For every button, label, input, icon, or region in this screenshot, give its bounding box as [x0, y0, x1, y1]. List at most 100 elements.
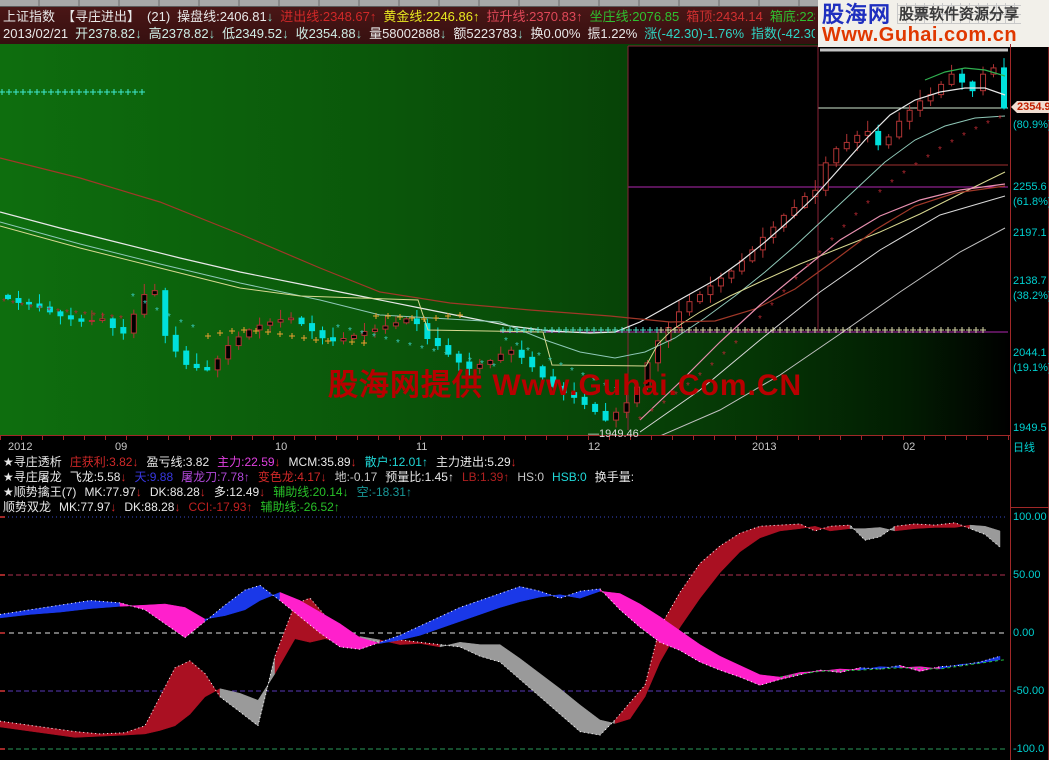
main-price-chart[interactable]: * * * * * * * * * * * * * * * * * * * * * * * * * * * * * * * * * * * * * * * *…	[0, 44, 1010, 435]
plus-marker	[69, 89, 75, 95]
star-marker: *	[559, 361, 563, 372]
plus-marker	[385, 313, 391, 319]
indicator-field: ★寻庄屠龙	[3, 470, 62, 484]
plus-marker	[125, 89, 131, 95]
candle-body	[256, 324, 263, 331]
plus-marker	[938, 327, 944, 333]
star-marker: *	[902, 169, 906, 180]
price-scale-label: 2044.1	[1013, 347, 1047, 359]
star-marker: *	[468, 356, 472, 367]
star-marker: *	[456, 353, 460, 364]
candle-body	[88, 319, 95, 322]
plus-marker	[791, 327, 797, 333]
indicator-field: 辅助线:-26.52↑	[260, 500, 340, 514]
scale-separator	[1011, 507, 1049, 508]
plus-marker	[205, 333, 211, 339]
candle-body	[455, 353, 462, 363]
plus-marker	[882, 327, 888, 333]
star-marker: *	[794, 275, 798, 286]
star-marker: *	[722, 350, 726, 361]
plus-marker	[41, 89, 47, 95]
candle-body	[183, 350, 190, 365]
axis-label: 2012	[8, 441, 33, 453]
candle-body	[780, 214, 787, 228]
candle-body	[833, 148, 840, 164]
candle-body	[371, 328, 378, 332]
plus-marker	[313, 337, 319, 343]
star-marker: *	[480, 359, 484, 370]
candle-body	[204, 367, 211, 371]
plus-marker	[840, 327, 846, 333]
candle-body	[246, 329, 253, 338]
axis-label: 09	[115, 441, 128, 453]
oscillator-cloud	[89, 600, 121, 609]
plus-marker	[265, 329, 271, 335]
oscillator-cloud	[559, 688, 581, 733]
plus-marker	[6, 89, 12, 95]
price-scale-label: (19.1%)	[1013, 362, 1049, 374]
plus-marker	[952, 327, 958, 333]
plus-marker	[665, 327, 671, 333]
plus-marker	[633, 327, 639, 333]
price-scale-label: (61.8%)	[1013, 196, 1049, 208]
price-scale-label: (38.2%)	[1013, 290, 1049, 302]
oscillator-cloud	[639, 603, 661, 643]
oscillator-cloud	[679, 562, 701, 629]
candle-body	[25, 301, 32, 305]
logo-url: Www.Guhai.com.cn	[822, 24, 1018, 46]
oscillator-cloud	[24, 724, 51, 735]
plus-marker	[514, 327, 520, 333]
star-marker: *	[11, 299, 15, 310]
ma-white3	[661, 227, 1006, 435]
indicator-field: 屠龙刀:7.78↑	[181, 470, 250, 484]
oscillator-panel[interactable]	[0, 515, 1010, 760]
plus-marker	[229, 328, 235, 334]
oscillator-cloud	[839, 667, 861, 673]
plus-marker	[721, 327, 727, 333]
candle-body	[1001, 67, 1007, 109]
candle-body	[602, 410, 609, 421]
indicator-field: CCI:-17.93↑	[188, 500, 253, 514]
header-field: 箱底:2282.80	[769, 9, 815, 24]
star-marker: *	[710, 361, 714, 372]
oscillator-cloud	[699, 545, 721, 599]
plus-marker	[409, 315, 415, 321]
star-marker: *	[526, 346, 530, 357]
plus-marker	[556, 327, 562, 333]
plus-marker	[917, 327, 923, 333]
star-marker: *	[878, 188, 882, 199]
header-field: 箱顶:2434.14	[686, 9, 763, 24]
star-marker: *	[336, 323, 340, 334]
oscillator-cloud	[319, 611, 341, 648]
candle-body	[120, 327, 127, 334]
star-marker: *	[592, 376, 596, 387]
plus-marker	[672, 327, 678, 333]
candle-body	[539, 366, 546, 378]
oscillator-scale-label: 100.00	[1013, 511, 1047, 523]
candle-body	[288, 317, 295, 321]
plus-marker	[570, 327, 576, 333]
candle-body	[193, 363, 200, 369]
oscillator-cloud	[479, 644, 501, 663]
oscillator-cloud	[499, 586, 521, 608]
time-axis[interactable]: 2012 09 10 11 12 2013 02	[0, 435, 1010, 455]
toolbar-strip[interactable]	[0, 0, 1049, 7]
candle-body	[214, 358, 221, 371]
oscillator-cloud	[274, 603, 296, 675]
axis-label: 11	[416, 441, 428, 453]
indicator-field: DK:88.28↓	[124, 500, 181, 514]
oscillator-cloud	[59, 600, 91, 613]
oscillator-cloud	[739, 665, 761, 686]
candle-body	[36, 303, 43, 308]
candle-body	[675, 311, 682, 329]
indicator-field: 辅助线:20.14↓	[273, 485, 349, 499]
oscillator-cloud	[439, 607, 461, 629]
candle-body	[57, 311, 64, 317]
oscillator-cloud	[124, 725, 146, 736]
plus-marker	[598, 327, 604, 333]
plus-marker	[647, 327, 653, 333]
plus-marker	[55, 89, 61, 95]
candle-body	[592, 403, 599, 412]
plus-marker	[826, 327, 832, 333]
plus-marker	[763, 327, 769, 333]
